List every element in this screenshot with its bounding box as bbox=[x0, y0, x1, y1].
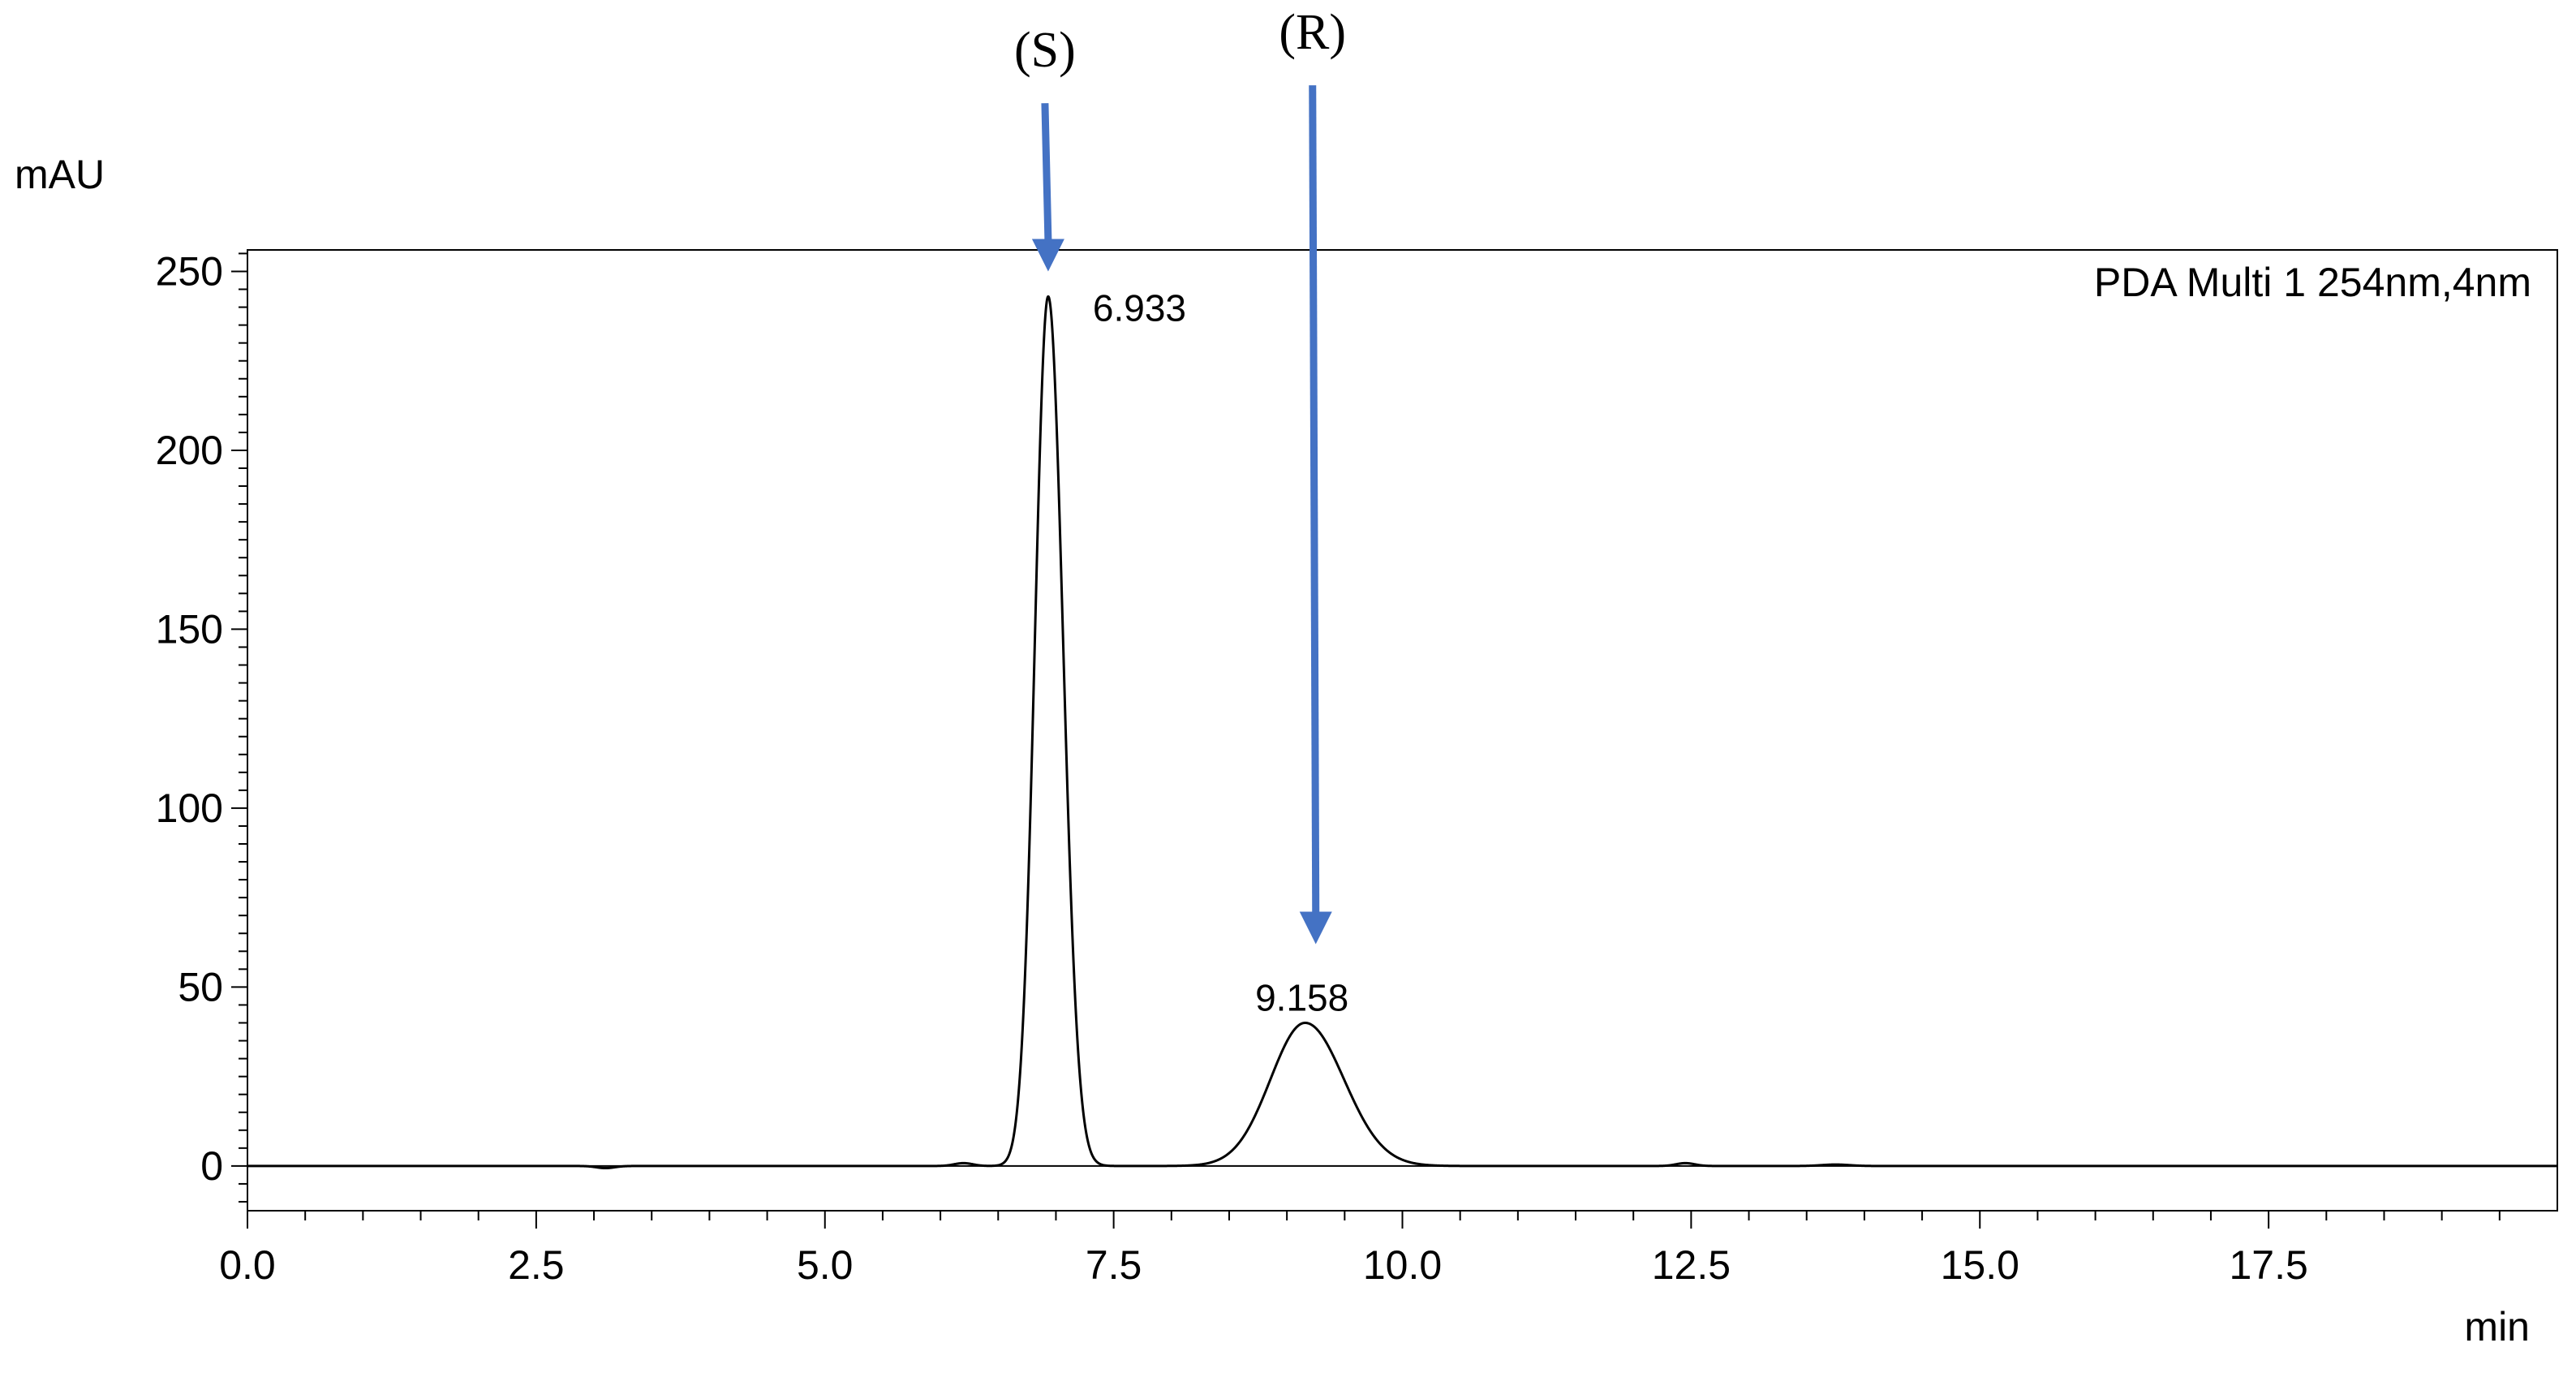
x-tick-label: 17.5 bbox=[2229, 1242, 2307, 1288]
peak-label-r: 9.158 bbox=[1255, 976, 1348, 1018]
x-tick-label: 0.0 bbox=[219, 1242, 276, 1288]
annotation-arrow-shaft-r bbox=[1309, 85, 1320, 914]
x-tick-label: 2.5 bbox=[508, 1242, 565, 1288]
x-tick-label: 12.5 bbox=[1652, 1242, 1731, 1288]
chromatogram-trace bbox=[247, 295, 2558, 1170]
peak-label-s: 6.933 bbox=[1093, 286, 1186, 329]
annotation-label-s: (S) bbox=[1014, 23, 1076, 78]
y-tick-label: 250 bbox=[156, 248, 223, 294]
annotation-arrow-shaft-s bbox=[1041, 103, 1052, 241]
y-tick-label: 100 bbox=[156, 785, 223, 831]
y-tick-label: 150 bbox=[156, 606, 223, 652]
annotation-arrowhead-s bbox=[1031, 239, 1064, 272]
x-axis-label: min bbox=[2464, 1304, 2530, 1349]
annotation-arrowhead-r bbox=[1299, 911, 1332, 945]
x-tick-label: 5.0 bbox=[797, 1242, 854, 1288]
x-tick-label: 15.0 bbox=[1941, 1242, 2019, 1288]
x-tick-label: 10.0 bbox=[1363, 1242, 1442, 1288]
y-tick-label: 200 bbox=[156, 428, 223, 473]
y-tick-label: 50 bbox=[178, 964, 223, 1009]
x-tick-label: 7.5 bbox=[1086, 1242, 1142, 1288]
plot-frame bbox=[247, 249, 2558, 1212]
annotation-label-r: (R) bbox=[1279, 5, 1346, 60]
y-tick-label: 0 bbox=[200, 1143, 223, 1189]
legend-text: PDA Multi 1 254nm,4nm bbox=[2094, 260, 2531, 305]
y-axis-label: mAU bbox=[15, 152, 105, 197]
